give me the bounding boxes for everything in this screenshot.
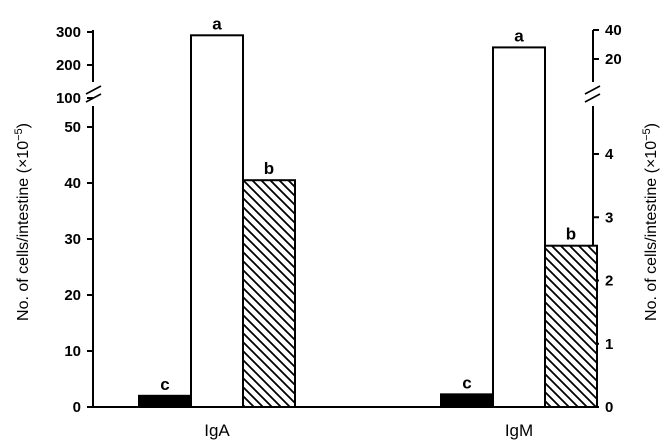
left-tick-label: 200 [56,57,81,74]
left-axis-break-mark [85,85,102,95]
left-tick-label: 20 [64,287,81,304]
left-tick-label: 100 [56,90,81,107]
bar-igm-hatched [544,244,598,408]
significance-label: b [566,225,576,244]
bar-igm-white [492,46,546,409]
right-tick-label: 0 [605,399,613,416]
left-tick-label: 0 [73,399,81,416]
significance-label: a [212,14,222,33]
axes: 0 10 20 30 40 50 100 200 300 0 1 2 3 4 20 40 No. of cell… [13,22,660,416]
right-tick-label: 1 [605,336,613,353]
right-tick-label: 3 [605,209,613,226]
right-tick-label: 20 [605,51,622,68]
left-tick-label: 40 [64,175,81,192]
significance-label: b [264,159,274,178]
left-tick-label: 50 [64,119,81,136]
right-axis-title: No. of cells/intestine (×10−5) [641,123,660,321]
category-label: IgM [505,421,533,440]
category-label: IgA [204,421,230,440]
right-axis-break-mark [584,93,601,103]
significance-label: a [514,26,524,45]
labels: c a b IgA c a b IgM [160,14,576,440]
bars [138,34,598,409]
left-axis-title: No. of cells/intestine (×10−5) [13,123,32,321]
right-axis-break-mark [584,85,601,95]
left-axis-break-mark [85,93,102,103]
bar-iga-hatched [242,179,296,408]
bar-iga-black [138,394,192,408]
significance-label: c [160,375,169,394]
significance-label: c [462,373,471,392]
bar-igm-black [440,393,494,409]
left-tick-label: 10 [64,343,81,360]
right-tick-label: 4 [605,146,614,163]
left-tick-label: 30 [64,231,81,248]
bar-iga-white [190,34,244,409]
right-tick-label: 2 [605,273,613,290]
right-tick-label: 40 [605,22,622,39]
left-tick-label: 300 [56,24,81,41]
